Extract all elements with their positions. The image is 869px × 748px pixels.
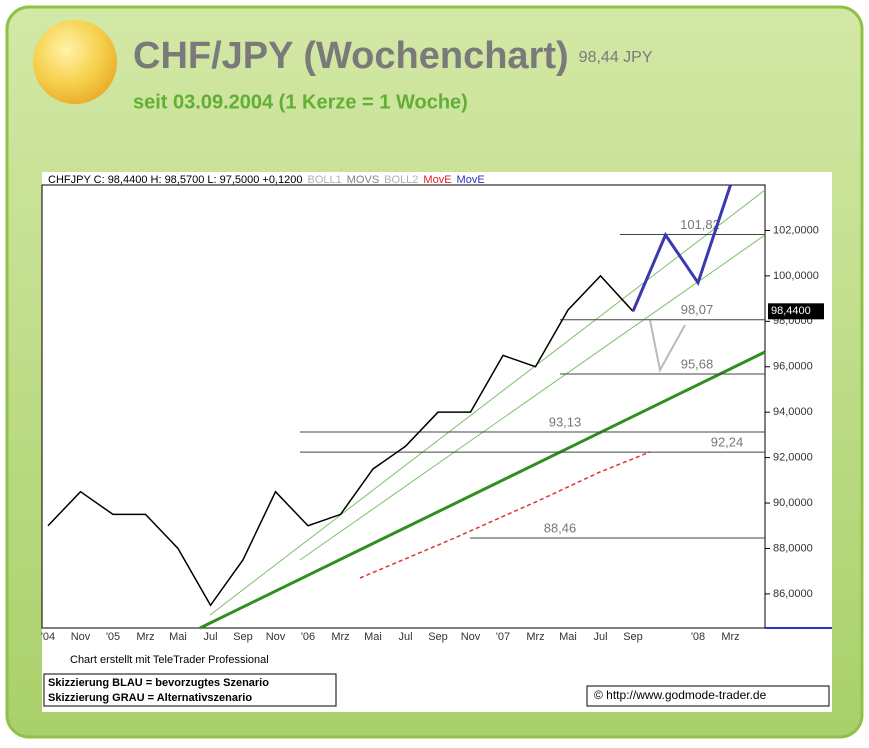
x-tick-label: Mrz	[721, 631, 739, 643]
x-tick-label: Nov	[266, 631, 286, 643]
header-item: BOLL2	[384, 174, 418, 186]
y-tick-label: 90,0000	[773, 497, 813, 509]
header-item: MovE	[423, 174, 451, 186]
moving-average	[359, 451, 651, 579]
price-tag-label: 98,4400	[771, 305, 811, 317]
x-tick-label: '05	[106, 631, 120, 643]
x-tick-label: Mai	[364, 631, 382, 643]
y-tick-label: 88,0000	[773, 542, 813, 554]
x-tick-label: Jul	[203, 631, 217, 643]
level-label: 95,68	[681, 356, 714, 371]
level-label: 88,46	[544, 520, 577, 535]
y-tick-label: 94,0000	[773, 406, 813, 418]
source: © http://www.godmode-trader.de	[594, 688, 767, 702]
notes-box	[43, 673, 337, 707]
channel-line	[209, 189, 766, 616]
level-label: 93,13	[549, 414, 582, 429]
x-tick-label: '04	[41, 631, 55, 643]
x-tick-label: '08	[691, 631, 705, 643]
price-line	[631, 184, 732, 312]
subtitle: seit 03.09.2004 (1 Kerze = 1 Woche)	[133, 91, 468, 113]
x-tick-label: Mrz	[526, 631, 544, 643]
header-item: MOVS	[347, 174, 379, 186]
x-tick-label: Mai	[169, 631, 187, 643]
alt-scenario	[649, 319, 686, 373]
x-tick-label: '07	[496, 631, 510, 643]
plot-frame	[41, 184, 766, 629]
channel-line	[299, 234, 766, 561]
credit: Chart erstellt mit TeleTrader Profession…	[70, 654, 269, 666]
y-tick-label: 102,0000	[773, 224, 819, 236]
x-tick-label: Sep	[623, 631, 643, 643]
y-tick-label: 96,0000	[773, 361, 813, 373]
chart-panel	[42, 172, 832, 712]
level-label: 101,82	[680, 217, 720, 232]
x-tick-label: Mrz	[331, 631, 349, 643]
header-line: CHFJPY C: 98,4400 H: 98,5700 L: 97,5000 …	[48, 174, 485, 186]
level-label: 98,07	[681, 302, 714, 317]
title: CHF/JPY (Wochenchart) 98,44 JPY	[133, 35, 653, 77]
x-tick-label: Jul	[593, 631, 607, 643]
note: Skizzierung GRAU = Alternativszenario	[48, 692, 252, 704]
source-box	[586, 685, 830, 707]
header-item: CHFJPY C: 98,4400 H: 98,5700 L: 97,5000 …	[48, 174, 303, 186]
header-item: MovE	[457, 174, 485, 186]
x-tick-label: Mai	[559, 631, 577, 643]
x-tick-label: '06	[301, 631, 315, 643]
trendline	[199, 350, 766, 630]
price-line	[47, 274, 634, 607]
x-tick-label: Jul	[398, 631, 412, 643]
price-tag	[768, 303, 824, 320]
x-tick-label: Nov	[461, 631, 481, 643]
x-tick-label: Sep	[428, 631, 448, 643]
x-tick-label: Sep	[233, 631, 253, 643]
y-tick-label: 86,0000	[773, 588, 813, 600]
level-label: 92,24	[711, 435, 744, 450]
y-tick-label: 92,0000	[773, 452, 813, 464]
y-tick-label: 100,0000	[773, 270, 819, 282]
badge	[33, 20, 117, 104]
header-item: BOLL1	[308, 174, 342, 186]
x-tick-label: Nov	[71, 631, 91, 643]
note: Skizzierung BLAU = bevorzugtes Szenario	[48, 677, 269, 689]
x-tick-label: Mrz	[136, 631, 154, 643]
